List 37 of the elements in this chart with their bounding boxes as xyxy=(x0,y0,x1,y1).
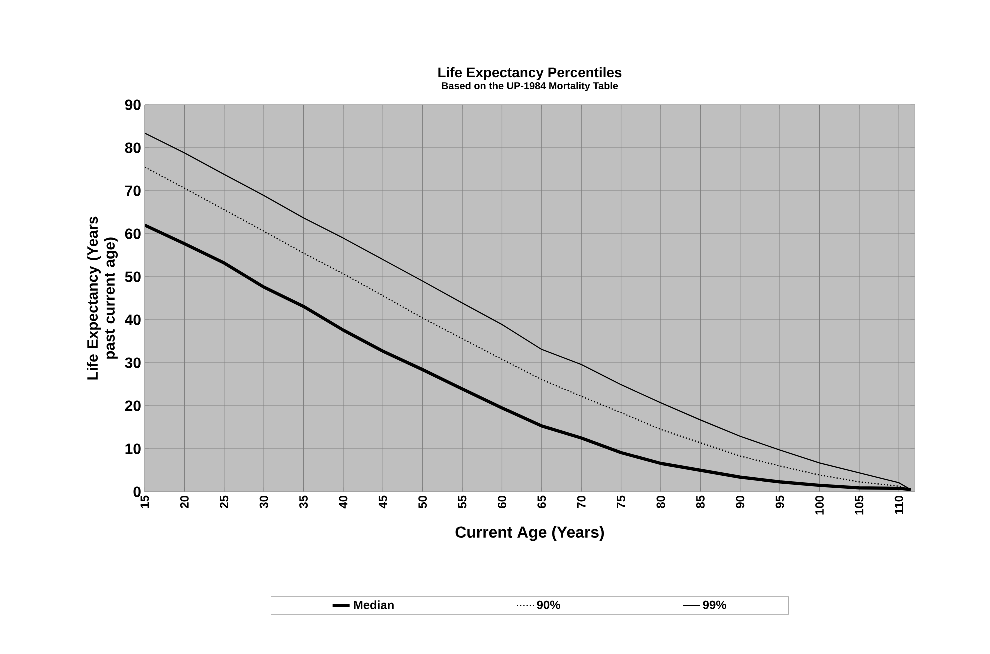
x-tick-label: 50 xyxy=(418,496,428,508)
y-tick-label: 90 xyxy=(125,100,141,110)
x-tick-label: 20 xyxy=(180,496,189,508)
x-tick-label: 45 xyxy=(378,496,388,509)
x-axis-title: Current Age (Years) xyxy=(456,526,604,542)
y-tick-label: 70 xyxy=(126,186,141,196)
y-tick-label: 30 xyxy=(125,358,141,368)
x-tick-label: 35 xyxy=(300,496,308,509)
legend-label: Median xyxy=(354,600,394,610)
chart-title: Life Expectancy Percentiles xyxy=(438,67,622,80)
x-tick-label: 85 xyxy=(696,496,705,508)
y-tick-label: 60 xyxy=(125,228,141,240)
x-tick-label: 105 xyxy=(855,496,864,515)
x-tick-label: 75 xyxy=(617,496,626,508)
x-tick-label: 65 xyxy=(538,496,546,508)
x-tick-label: 30 xyxy=(260,496,268,509)
y-axis-title: Life Expectancy (Years past current age) xyxy=(87,216,118,380)
legend-label: 90% xyxy=(537,600,560,610)
x-tick-label: 80 xyxy=(656,496,666,508)
chart-subtitle: Based on the UP-1984 Mortality Table xyxy=(442,82,618,92)
x-tick-label: 95 xyxy=(776,496,784,508)
x-tick-label: 40 xyxy=(339,496,348,509)
x-tick-label: 100 xyxy=(816,496,824,515)
x-tick-label: 70 xyxy=(577,496,586,508)
legend-label: 99% xyxy=(703,600,726,610)
y-tick-label: 10 xyxy=(126,444,141,454)
y-tick-label: 20 xyxy=(125,400,141,412)
x-tick-label: 55 xyxy=(458,496,467,508)
x-tick-label: 90 xyxy=(736,496,745,508)
x-tick-label: 15 xyxy=(140,496,150,508)
y-tick-label: 0 xyxy=(134,486,141,498)
x-tick-label: 110 xyxy=(894,496,904,514)
y-tick-label: 40 xyxy=(125,314,141,326)
x-tick-label: 25 xyxy=(220,496,229,508)
y-tick-label: 80 xyxy=(125,142,141,154)
y-tick-label: 50 xyxy=(125,272,141,282)
x-tick-label: 60 xyxy=(498,496,506,508)
